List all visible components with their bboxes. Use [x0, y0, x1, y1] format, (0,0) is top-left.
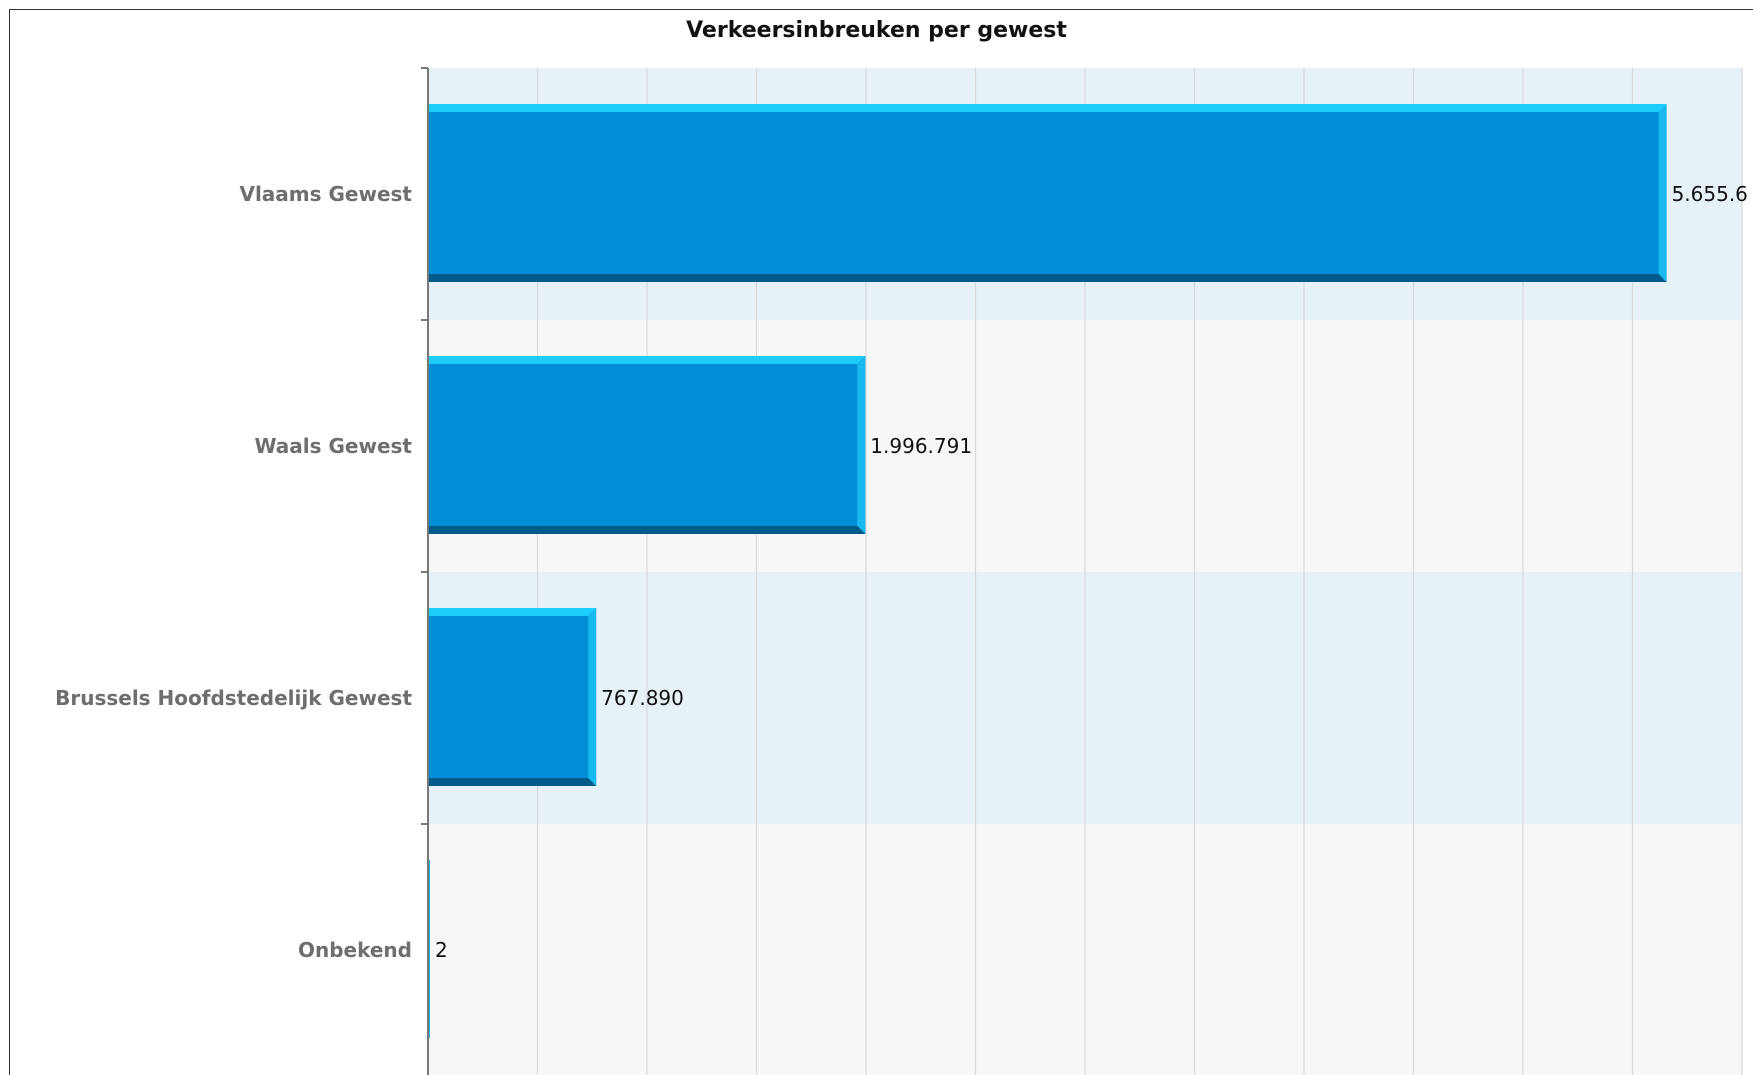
bars: [428, 104, 1667, 1038]
y-axis: [421, 67, 429, 1075]
bar-body: [428, 608, 597, 786]
bar-body: [428, 356, 866, 534]
bar-bottom-bevel: [428, 274, 1667, 282]
category-labels: Vlaams Gewest Waals Gewest Brussels Hoofds…: [55, 182, 412, 962]
bar-2: [428, 608, 597, 786]
bar-body: [428, 104, 1667, 282]
bar-0: [428, 104, 1667, 282]
bar-top-bevel: [428, 104, 1667, 112]
bar-1: [428, 356, 866, 534]
category-label-3: Onbekend: [298, 938, 412, 962]
bar-side-bevel: [857, 356, 866, 534]
bar-bottom-bevel: [428, 526, 866, 534]
value-labels: 5.655.6 1.996.791 767.890 2: [435, 182, 1748, 962]
value-label-0: 5.655.6: [1672, 182, 1748, 206]
chart-title: Verkeersinbreuken per gewest: [686, 18, 1067, 43]
category-label-1: Waals Gewest: [254, 434, 412, 458]
bar-top-bevel: [428, 608, 597, 616]
category-label-0: Vlaams Gewest: [239, 182, 412, 206]
bar-bottom-bevel: [428, 778, 597, 786]
value-label-3: 2: [435, 938, 448, 962]
category-label-2: Brussels Hoofdstedelijk Gewest: [55, 686, 412, 710]
value-label-1: 1.996.791: [870, 434, 972, 458]
value-label-2: 767.890: [601, 686, 684, 710]
bar-top-bevel: [428, 356, 866, 364]
bar-side-bevel: [1658, 104, 1667, 282]
bar-side-bevel: [588, 608, 597, 786]
